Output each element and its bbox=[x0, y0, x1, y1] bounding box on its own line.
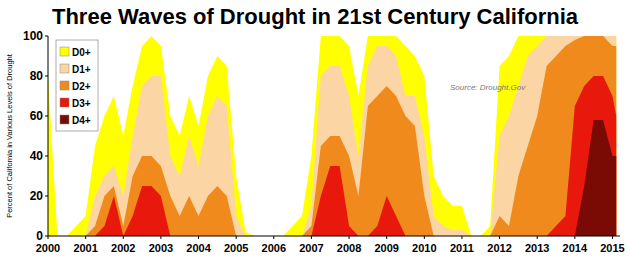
area-d1 bbox=[48, 36, 616, 236]
x-tick bbox=[160, 236, 161, 239]
x-tick-label: 2012 bbox=[487, 242, 511, 254]
y-tick-label: 20 bbox=[30, 189, 44, 203]
legend-label: D0+ bbox=[72, 47, 91, 58]
area-d4 bbox=[48, 120, 616, 236]
x-tick-label: 2015 bbox=[600, 242, 624, 254]
x-tick bbox=[48, 236, 49, 239]
legend-label: D2+ bbox=[72, 81, 91, 92]
area-d3 bbox=[48, 76, 616, 236]
y-tick-label: 80 bbox=[30, 69, 44, 83]
area-d2 bbox=[48, 36, 616, 236]
x-tick bbox=[123, 236, 124, 239]
x-tick bbox=[85, 236, 86, 239]
x-tick-label: 2011 bbox=[450, 242, 474, 254]
legend: D0+ D1+ D2+ D3+ D4+ bbox=[56, 40, 98, 131]
x-tick-label: 2010 bbox=[412, 242, 436, 254]
x-tick-label: 2008 bbox=[337, 242, 361, 254]
legend-label: D3+ bbox=[72, 98, 91, 109]
y-tick bbox=[45, 196, 48, 197]
legend-box bbox=[56, 40, 98, 131]
y-tick bbox=[45, 116, 48, 117]
title: Three Waves of Drought in 21st Century C… bbox=[52, 4, 579, 29]
x-tick-label: 2005 bbox=[224, 242, 248, 254]
y-tick bbox=[45, 36, 48, 37]
legend-swatch bbox=[60, 115, 69, 124]
y-tick bbox=[45, 156, 48, 157]
source-note: Source: Drought.Gov bbox=[450, 83, 526, 92]
x-tick bbox=[198, 236, 199, 239]
x-tick bbox=[612, 236, 613, 239]
legend-label: D1+ bbox=[72, 64, 91, 75]
x-tick bbox=[537, 236, 538, 239]
y-tick-label: 100 bbox=[23, 29, 43, 43]
y-tick bbox=[45, 76, 48, 77]
legend-swatch bbox=[60, 64, 69, 73]
x-tick-label: 2001 bbox=[73, 242, 97, 254]
y-tick-label: 40 bbox=[30, 149, 44, 163]
x-tick-label: 2009 bbox=[374, 242, 398, 254]
x-tick bbox=[311, 236, 312, 239]
x-tick-label: 2007 bbox=[299, 242, 323, 254]
chart: Three Waves of Drought in 21st Century C… bbox=[0, 0, 630, 259]
x-tick bbox=[424, 236, 425, 239]
x-tick-label: 2004 bbox=[186, 242, 211, 254]
x-tick-label: 2013 bbox=[525, 242, 549, 254]
x-tick-label: 2003 bbox=[149, 242, 173, 254]
x-tick-label: 2006 bbox=[262, 242, 286, 254]
x-tick bbox=[461, 236, 462, 239]
x-tick-label: 2000 bbox=[36, 242, 60, 254]
y-tick-label: 60 bbox=[30, 109, 44, 123]
y-tick-label: 0 bbox=[36, 229, 43, 243]
x-tick-label: 2014 bbox=[563, 242, 588, 254]
legend-swatch bbox=[60, 98, 69, 107]
legend-swatch bbox=[60, 81, 69, 90]
y-axis-label: Percent of California in Various Levels … bbox=[5, 53, 14, 218]
legend-swatch bbox=[60, 47, 69, 56]
legend-label: D4+ bbox=[72, 115, 91, 126]
x-tick-label: 2002 bbox=[111, 242, 135, 254]
y-axis bbox=[48, 36, 49, 236]
x-tick bbox=[236, 236, 237, 239]
x-tick bbox=[499, 236, 500, 239]
areas bbox=[48, 36, 616, 236]
x-tick bbox=[574, 236, 575, 239]
area-d0 bbox=[48, 36, 616, 236]
x-tick bbox=[349, 236, 350, 239]
x-tick bbox=[273, 236, 274, 239]
x-tick bbox=[386, 236, 387, 239]
x-axis bbox=[48, 236, 620, 237]
